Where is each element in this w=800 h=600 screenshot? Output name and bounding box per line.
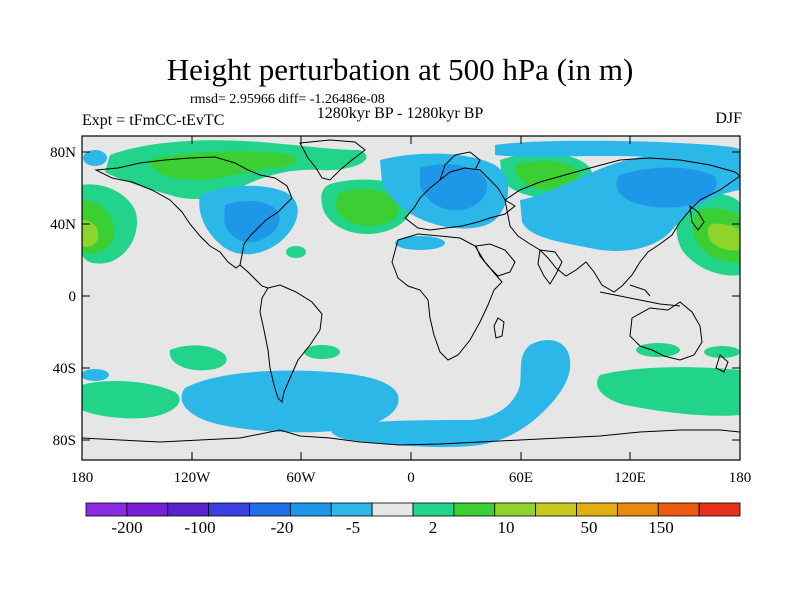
- colorbar-label-2: 2: [429, 518, 438, 537]
- coastline-india: [537, 249, 563, 285]
- axis-ticks: [81, 136, 741, 460]
- colorbar-box: [535, 502, 577, 517]
- experiment-label: Expt = tFmCC-tEvTC: [82, 112, 225, 129]
- colorbar-label-50: 50: [581, 518, 598, 537]
- colorbar-box: [249, 502, 291, 517]
- colorbar-box: [698, 502, 741, 517]
- lon-label-120w: 120W: [174, 470, 212, 486]
- negative-region-asia-core: [616, 167, 717, 208]
- colorbar-box: [330, 502, 373, 517]
- lon-label-0: 0: [407, 470, 415, 486]
- positive-region-siberia-core: [515, 160, 580, 190]
- positive-region-southern-pacific: [82, 380, 180, 419]
- coastline-europe: [404, 167, 516, 231]
- coastline-scandinavia: [439, 151, 481, 181]
- negative-region-south-pacific: [82, 369, 109, 381]
- lat-label-40n: 40N: [50, 217, 76, 233]
- time-period: 1280kyr BP - 1280kyr BP: [316, 105, 484, 122]
- colorbar-label-10: 10: [498, 518, 515, 537]
- lon-label-180w: 180: [71, 470, 94, 486]
- positive-region-small-atlantic: [286, 246, 306, 258]
- lat-label-80n: 80N: [50, 145, 76, 161]
- colorbar-label-minus200: -200: [111, 518, 142, 537]
- negative-region-arctic-strip: [495, 140, 740, 158]
- coastline-arabia: [475, 243, 516, 277]
- colorbar-label-150: 150: [648, 518, 674, 537]
- colorbar-box: [412, 502, 455, 517]
- lat-label-80s: 80S: [53, 433, 76, 449]
- lon-label-60w: 60W: [286, 470, 316, 486]
- colorbar-box: [208, 502, 250, 517]
- negative-region-europe-core: [420, 164, 488, 211]
- coastline-south-america: [259, 284, 323, 404]
- coastline-africa: [391, 233, 503, 361]
- coastline-australia: [629, 301, 703, 361]
- lat-label-0: 0: [69, 289, 77, 305]
- lon-label-120e: 120E: [614, 470, 646, 486]
- season-label: DJF: [715, 110, 742, 127]
- positive-region-samerica-west: [304, 345, 340, 359]
- colorbar-box: [85, 502, 128, 517]
- rmsd-stats: rmsd= 2.95966 diff= -1.26486e-08: [190, 92, 385, 107]
- colorbar-box: [616, 502, 659, 517]
- colorbar-box: [576, 502, 618, 517]
- colorbar-box: [167, 502, 210, 517]
- positive-region-australia: [636, 343, 680, 357]
- colorbar-box: [453, 502, 496, 517]
- positive-region-npacific-west-peak: [82, 220, 99, 247]
- colorbar-box: [371, 502, 414, 517]
- lon-label-180e: 180: [729, 470, 752, 486]
- coastline-asia: [504, 157, 740, 293]
- positive-region-nz: [704, 346, 740, 358]
- negative-region-south-indian: [331, 340, 571, 448]
- negative-region-namerica-core: [224, 200, 280, 243]
- colorbar-box: [126, 502, 169, 517]
- colorbar-box: [657, 502, 700, 517]
- colorbar-label-minus100: -100: [184, 518, 215, 537]
- colorbar-box: [289, 502, 332, 517]
- coastline-indonesia: [599, 284, 681, 307]
- positive-region-spacific: [169, 345, 227, 371]
- plot-title: Height perturbation at 500 hPa (in m): [166, 52, 634, 87]
- negative-region-south-atlantic: [181, 370, 399, 433]
- coastline-japan: [689, 204, 705, 231]
- lon-label-60e: 60E: [509, 470, 533, 486]
- positive-region-indian: [597, 367, 740, 416]
- coastlines: [82, 139, 740, 446]
- colorbar-label-minus5: -5: [346, 518, 360, 537]
- coastline-north-america: [94, 156, 293, 269]
- colorbar-label-minus20: -20: [271, 518, 294, 537]
- positive-region-natlantic-core: [336, 189, 399, 226]
- anomaly-field: [82, 140, 740, 448]
- coastline-central-america: [239, 264, 269, 289]
- colorbar-box: [494, 502, 537, 517]
- lat-label-40s: 40S: [53, 361, 76, 377]
- colorbar: [85, 502, 741, 517]
- coastline-antarctica: [82, 429, 740, 446]
- negative-region-pacific-small: [83, 150, 107, 166]
- negative-region-med: [395, 236, 445, 250]
- coastline-madagascar: [493, 317, 505, 339]
- coastline-greenland: [299, 139, 366, 181]
- positive-region-npacific-east-peak: [707, 223, 740, 251]
- coastline-new-zealand: [715, 354, 729, 373]
